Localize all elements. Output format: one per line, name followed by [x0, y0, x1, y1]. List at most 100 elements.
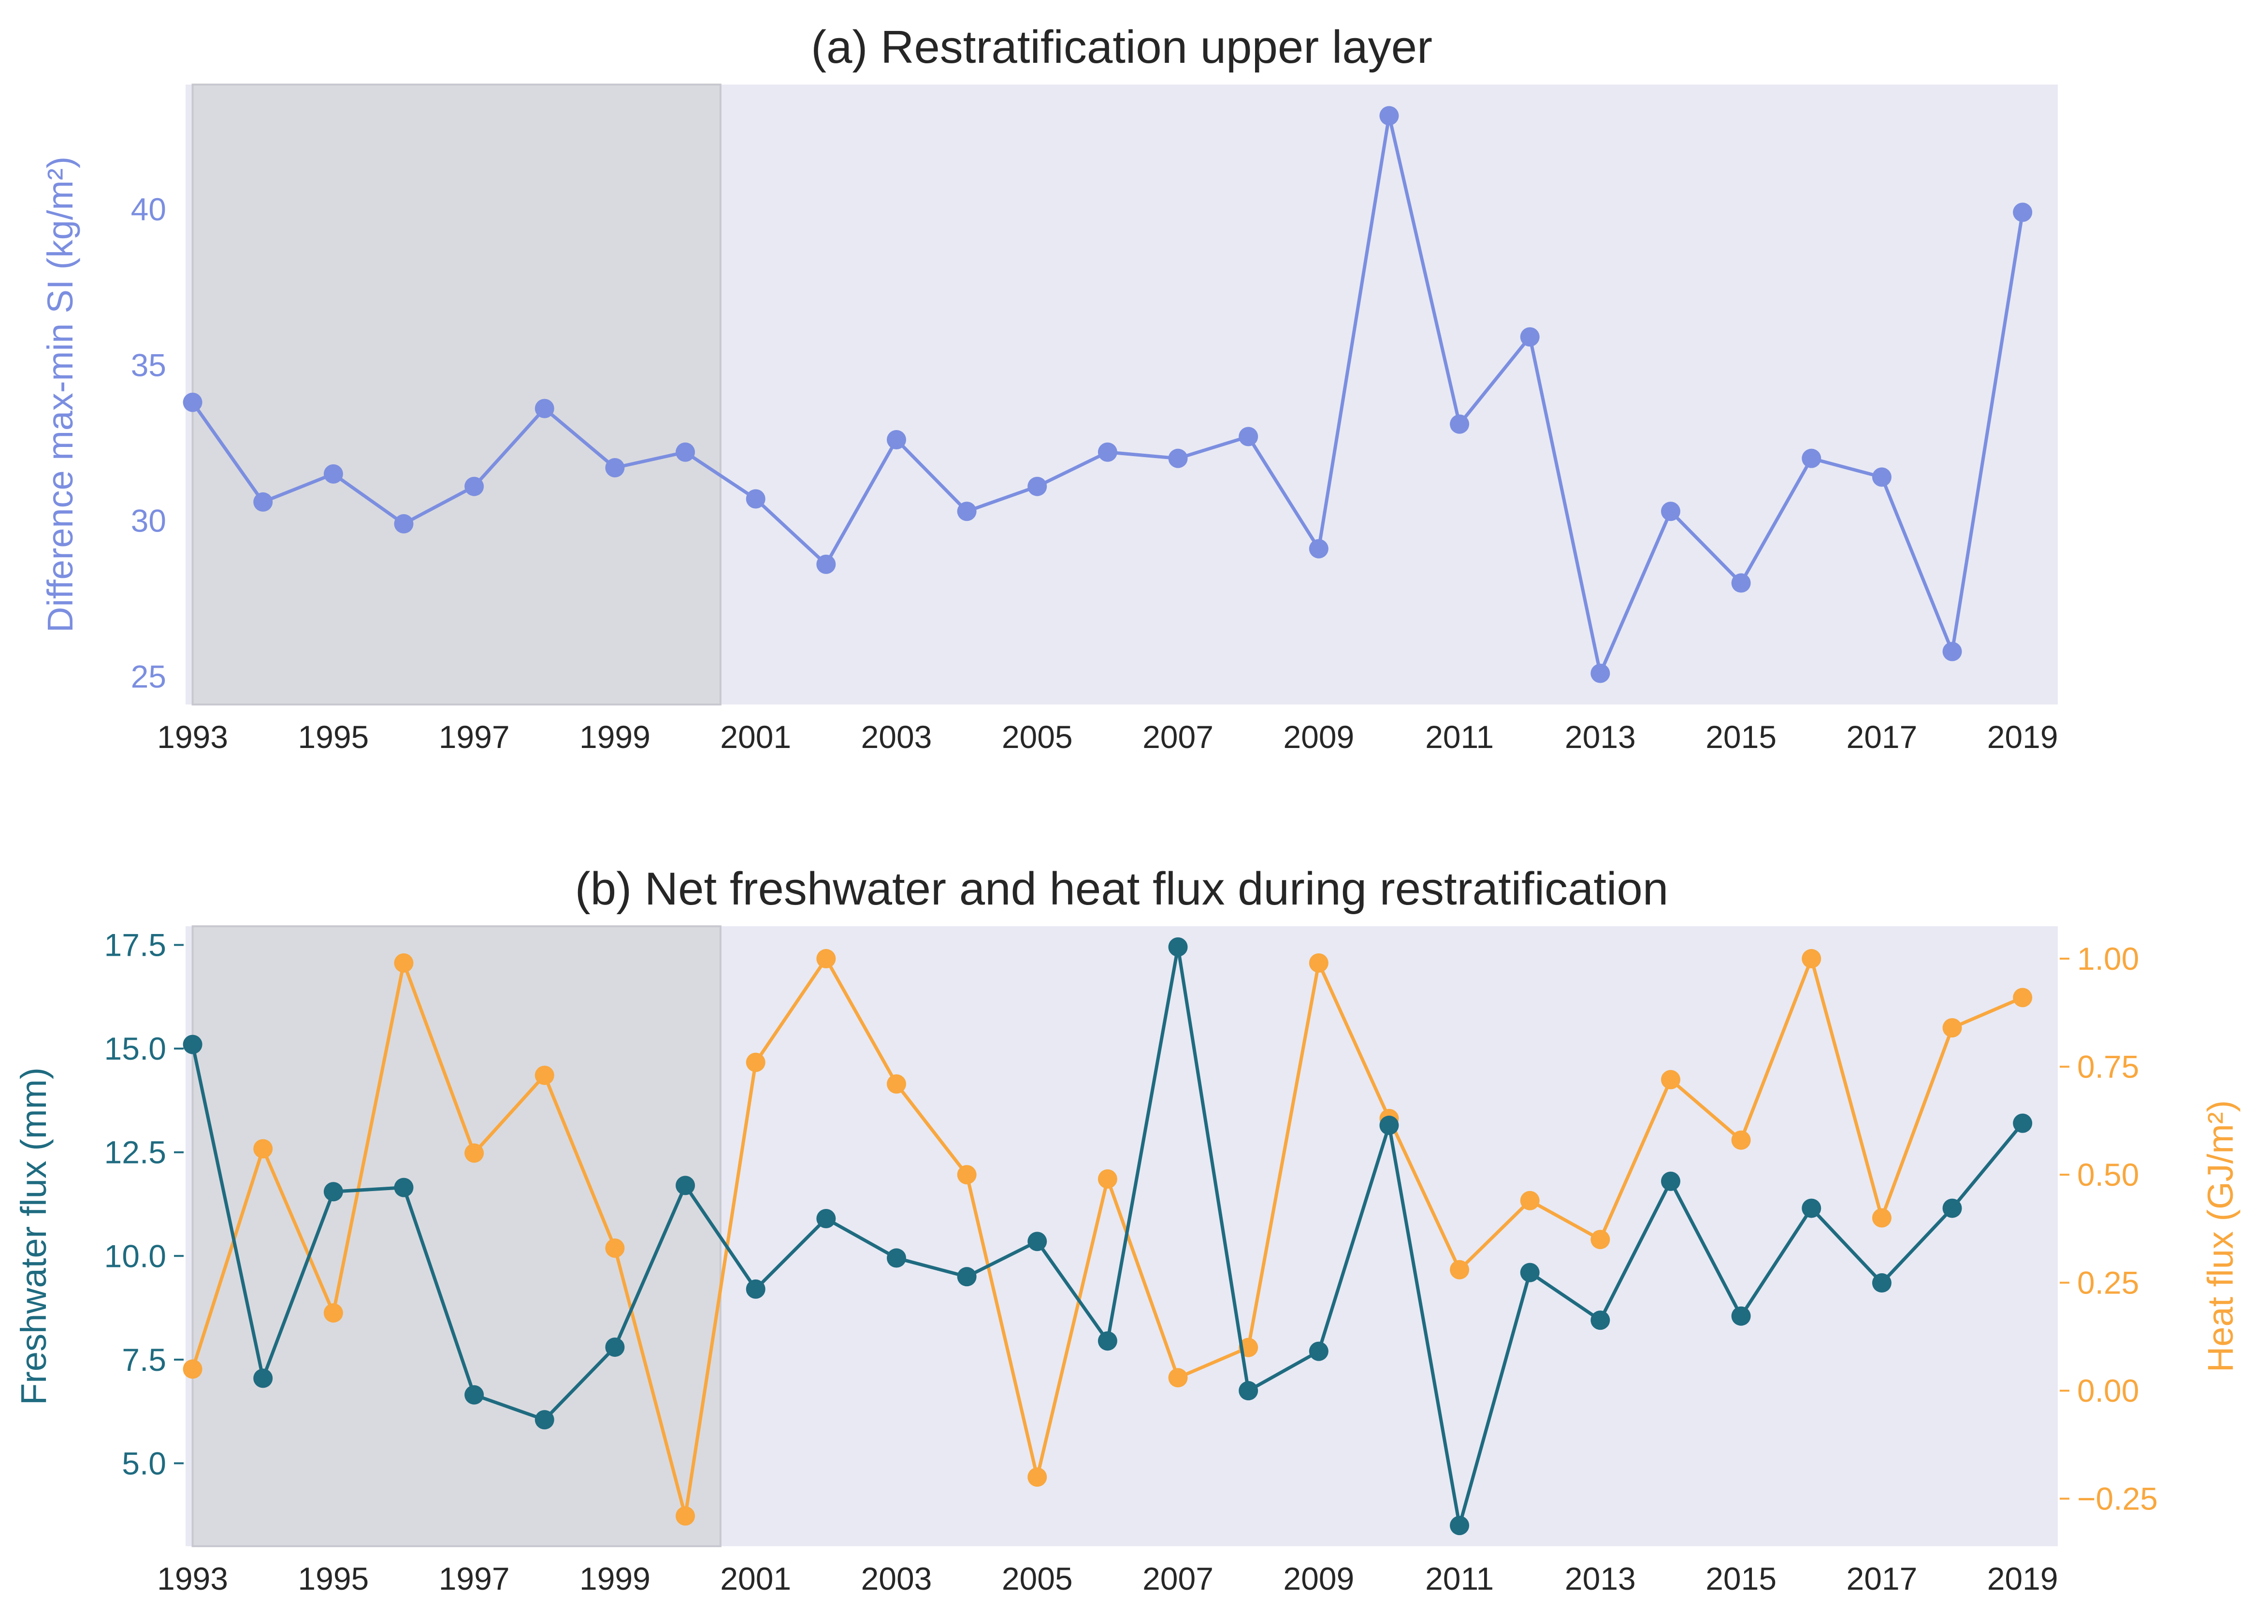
x-tick-label: 2005: [1002, 719, 1073, 755]
panel-a-y-ticks: 25 30 35 40: [131, 191, 166, 694]
freshwater-flux-point: [1027, 1232, 1047, 1251]
heat-flux-point: [1661, 1070, 1680, 1090]
heat-flux-point: [816, 949, 836, 969]
freshwater-flux-point: [394, 1178, 414, 1197]
y2-tick-label: 0.25: [2077, 1265, 2139, 1301]
x-tick-label: 2003: [861, 719, 932, 755]
freshwater-flux-point: [1450, 1516, 1470, 1536]
freshwater-flux-point: [253, 1368, 273, 1388]
freshwater-flux-point: [605, 1337, 625, 1357]
si-point: [957, 502, 977, 521]
si-point: [1379, 106, 1399, 126]
heat-flux-point: [534, 1065, 554, 1085]
freshwater-flux-point: [323, 1182, 343, 1202]
x-tick-label: 1999: [579, 1561, 650, 1596]
freshwater-flux-point: [183, 1035, 202, 1054]
si-point: [253, 492, 273, 512]
freshwater-flux-point: [1168, 937, 1188, 957]
x-tick-label: 1993: [157, 1561, 228, 1596]
x-tick-label: 1995: [298, 1561, 369, 1596]
x-tick-label: 2001: [720, 719, 791, 755]
panel-b-shaded-period: [191, 925, 722, 1547]
y-tick-label: 30: [131, 503, 166, 539]
x-tick-label: 2017: [1846, 1561, 1917, 1596]
x-tick-label: 2013: [1565, 1561, 1636, 1596]
y-tick-label: 10.0: [104, 1238, 166, 1274]
heat-flux-point: [1802, 949, 1821, 969]
si-point: [1168, 448, 1188, 468]
freshwater-flux-point: [1661, 1171, 1680, 1191]
heat-flux-point: [1731, 1130, 1751, 1150]
si-point: [676, 442, 695, 462]
heat-flux-point: [183, 1359, 202, 1379]
x-tick-label: 2009: [1283, 1561, 1354, 1596]
freshwater-flux-point: [1379, 1115, 1399, 1135]
heat-flux-point: [605, 1238, 625, 1258]
si-point: [394, 514, 414, 534]
panel-b-x-ticks: 1993 1995 1997 1999 2001 2003 2005 2007 2009 2011…: [157, 1561, 2058, 1596]
heat-flux-point: [1168, 1368, 1188, 1388]
freshwater-flux-point: [676, 1176, 695, 1195]
si-point: [323, 464, 343, 484]
x-tick-label: 2007: [1142, 719, 1213, 755]
heat-flux-point: [464, 1143, 484, 1163]
freshwater-flux-point: [1309, 1341, 1329, 1361]
panel-b-right-y-axis-label: Heat flux (GJ/m²): [2200, 1100, 2240, 1372]
x-tick-label: 2015: [1705, 719, 1777, 755]
freshwater-flux-point: [1520, 1263, 1540, 1282]
x-tick-label: 2019: [1987, 1561, 2058, 1596]
x-tick-label: 1993: [157, 719, 228, 755]
freshwater-flux-point: [2013, 1113, 2033, 1133]
freshwater-flux-point: [534, 1410, 554, 1430]
freshwater-flux-point: [1942, 1198, 1962, 1218]
y-tick-label: 5.0: [122, 1445, 166, 1481]
si-point: [1942, 642, 1962, 661]
x-tick-label: 2007: [1142, 1561, 1213, 1596]
heat-flux-point: [1942, 1018, 1962, 1038]
x-tick-label: 1995: [298, 719, 369, 755]
si-point: [1098, 442, 1117, 462]
si-point: [1802, 448, 1821, 468]
panel-a-shaded-period: [191, 84, 722, 705]
heat-flux-point: [746, 1052, 766, 1072]
freshwater-flux-point: [1098, 1331, 1117, 1351]
si-point: [534, 399, 554, 418]
y-tick-label: 15.0: [104, 1031, 166, 1066]
heat-flux-point: [1872, 1208, 1892, 1228]
heat-flux-point: [1309, 953, 1329, 973]
panel-a-si-series: [183, 106, 2033, 683]
heat-flux-point: [394, 953, 414, 973]
x-tick-label: 1997: [439, 1561, 510, 1596]
heat-flux-point: [676, 1506, 695, 1526]
si-point: [886, 430, 906, 449]
x-tick-label: 2001: [720, 1561, 791, 1596]
si-point: [1731, 573, 1751, 593]
freshwater-flux-point: [746, 1279, 766, 1299]
panel-b-right-y-ticks: −0.25 0.00 0.25 0.50 0.75 1.00: [2060, 941, 2158, 1517]
panel-b-left-y-axis-label: Freshwater flux (mm): [14, 1067, 54, 1405]
freshwater-flux-point: [816, 1209, 836, 1229]
panel-b-title: (b) Net freshwater and heat flux during …: [575, 863, 1668, 915]
panel-b: (b) Net freshwater and heat flux during …: [14, 863, 2240, 1596]
freshwater-flux-point: [464, 1385, 484, 1405]
x-tick-label: 2003: [861, 1561, 932, 1596]
heat-flux-point: [1098, 1169, 1117, 1189]
si-point: [2013, 202, 2033, 222]
freshwater-flux-point: [1802, 1198, 1821, 1218]
si-point: [1239, 427, 1258, 446]
heat-flux-point: [323, 1303, 343, 1323]
y2-tick-label: 1.00: [2077, 941, 2139, 977]
panel-b-freshwater-flux-series: [183, 937, 2033, 1536]
si-point: [1027, 476, 1047, 496]
heat-flux-point: [957, 1165, 977, 1185]
heat-flux-point: [886, 1074, 906, 1094]
si-point: [1450, 414, 1470, 434]
x-tick-label: 2013: [1565, 719, 1636, 755]
si-point: [1661, 502, 1680, 521]
freshwater-flux-point: [957, 1267, 977, 1287]
x-tick-label: 2017: [1846, 719, 1917, 755]
si-point: [464, 476, 484, 496]
heat-flux-point: [1520, 1191, 1540, 1210]
freshwater-flux-point: [1590, 1310, 1610, 1330]
